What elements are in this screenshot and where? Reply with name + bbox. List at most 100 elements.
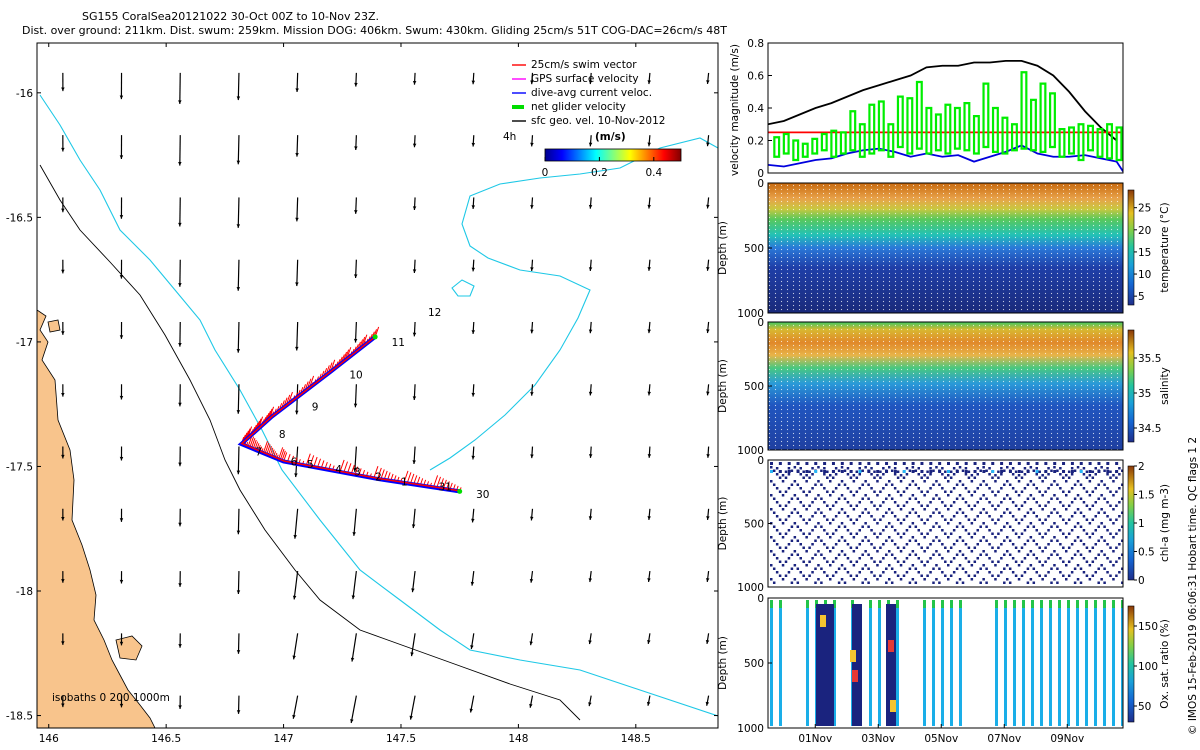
chla-sample <box>1038 504 1041 507</box>
chla-surface <box>778 462 782 465</box>
track-end <box>372 334 378 340</box>
chla-surface <box>1026 462 1030 465</box>
legend-label: net glider velocity <box>531 101 626 113</box>
chla-sample <box>858 501 861 504</box>
chla-sample <box>920 560 923 563</box>
chla-sample <box>879 490 882 493</box>
chla-sample <box>1003 525 1006 528</box>
oxygen-panel <box>767 597 1135 729</box>
chla-sample <box>973 490 977 493</box>
chla-sample <box>793 494 797 497</box>
chla-sample <box>772 511 776 514</box>
chla-sample <box>967 546 971 549</box>
chla-sample <box>1014 490 1018 493</box>
geo-vector-head <box>647 516 651 520</box>
chla-sample <box>1026 525 1030 528</box>
chla-sample <box>1070 515 1074 518</box>
colorbar-tick-label: 20 <box>1138 225 1151 237</box>
chla-surface <box>938 470 942 473</box>
chla-sample <box>967 532 971 535</box>
chla-sample <box>814 525 817 528</box>
chla-sample <box>772 483 776 486</box>
chla-sample <box>1008 567 1012 570</box>
geo-vector-head <box>706 391 710 396</box>
oxygen-surface <box>1013 600 1016 608</box>
chla-sample <box>1082 557 1086 560</box>
chla-sample <box>985 567 988 570</box>
chla-surface <box>1035 470 1039 473</box>
chla-sample <box>902 518 906 521</box>
chla-sample <box>852 522 856 525</box>
chla-surface <box>885 470 889 473</box>
chla-sample <box>997 546 1000 549</box>
oxygen-profile <box>1076 608 1079 726</box>
chla-sample <box>1118 515 1121 518</box>
chla-sample <box>1076 550 1080 553</box>
chla-sample <box>961 581 965 584</box>
chla-sample <box>843 469 847 472</box>
oxygen-surface <box>941 600 944 608</box>
oxygen-surface <box>806 600 809 608</box>
chla-sample <box>1076 522 1080 525</box>
chla-sample <box>1067 470 1071 473</box>
chla-sample <box>1082 571 1086 574</box>
chla-sample <box>1032 511 1036 514</box>
chla-sample <box>967 574 971 577</box>
chla-sample <box>1053 550 1056 553</box>
chla-sample <box>1017 550 1021 553</box>
geo-vector <box>292 695 299 719</box>
chla-sample <box>914 553 918 556</box>
geo-vector <box>351 633 357 662</box>
chla-sample <box>775 467 779 470</box>
chla-sample <box>1097 511 1100 514</box>
geo-vector-head <box>236 224 241 228</box>
oxygen-profile <box>878 608 881 726</box>
geo-vector-head <box>471 142 476 147</box>
chla-surface <box>929 470 933 473</box>
chla-sample <box>805 508 808 511</box>
chla-sample <box>876 578 879 581</box>
chla-sample <box>1085 518 1089 521</box>
chla-sample <box>1029 508 1033 511</box>
chla-sample <box>1065 536 1068 539</box>
swim-vector <box>339 459 345 473</box>
chla-sample <box>979 483 982 486</box>
chla-sample <box>941 487 944 490</box>
chla-surface <box>1053 470 1057 473</box>
chla-sample <box>770 578 773 581</box>
chla-sample <box>790 483 794 486</box>
chla-sample <box>831 504 835 507</box>
geo-vector-head <box>178 402 182 407</box>
chla-sample <box>796 553 800 556</box>
chla-sample <box>982 508 985 511</box>
chla-sample <box>1062 532 1065 535</box>
chla-sample <box>988 557 991 560</box>
chla-sample <box>1056 581 1059 584</box>
chla-sample <box>926 532 929 535</box>
chla-sample <box>952 487 956 490</box>
chla-surface <box>787 470 791 473</box>
chla-sample <box>1067 518 1071 521</box>
geo-vector-head <box>647 329 651 334</box>
chla-sample <box>1038 574 1041 577</box>
chla-sample <box>893 467 897 470</box>
chla-sample <box>890 539 894 542</box>
chla-sample <box>991 546 994 549</box>
geo-vector-head <box>236 590 241 594</box>
chla-sample <box>997 518 1000 521</box>
chla-surface <box>893 462 897 465</box>
chla-sample <box>861 581 864 584</box>
chla-sample <box>796 581 800 584</box>
chla-sample <box>793 536 797 539</box>
chla-sample <box>1115 532 1118 535</box>
chla-sample <box>775 473 779 476</box>
chla-sample <box>1006 480 1009 483</box>
chla-sample <box>952 571 956 574</box>
chla-sample <box>781 578 785 581</box>
chla-surface <box>902 470 906 473</box>
chla-sample <box>893 501 897 504</box>
chla-sample <box>849 546 853 549</box>
geo-vector <box>296 321 299 351</box>
chla-sample <box>820 525 823 528</box>
chla-sample <box>905 467 909 470</box>
